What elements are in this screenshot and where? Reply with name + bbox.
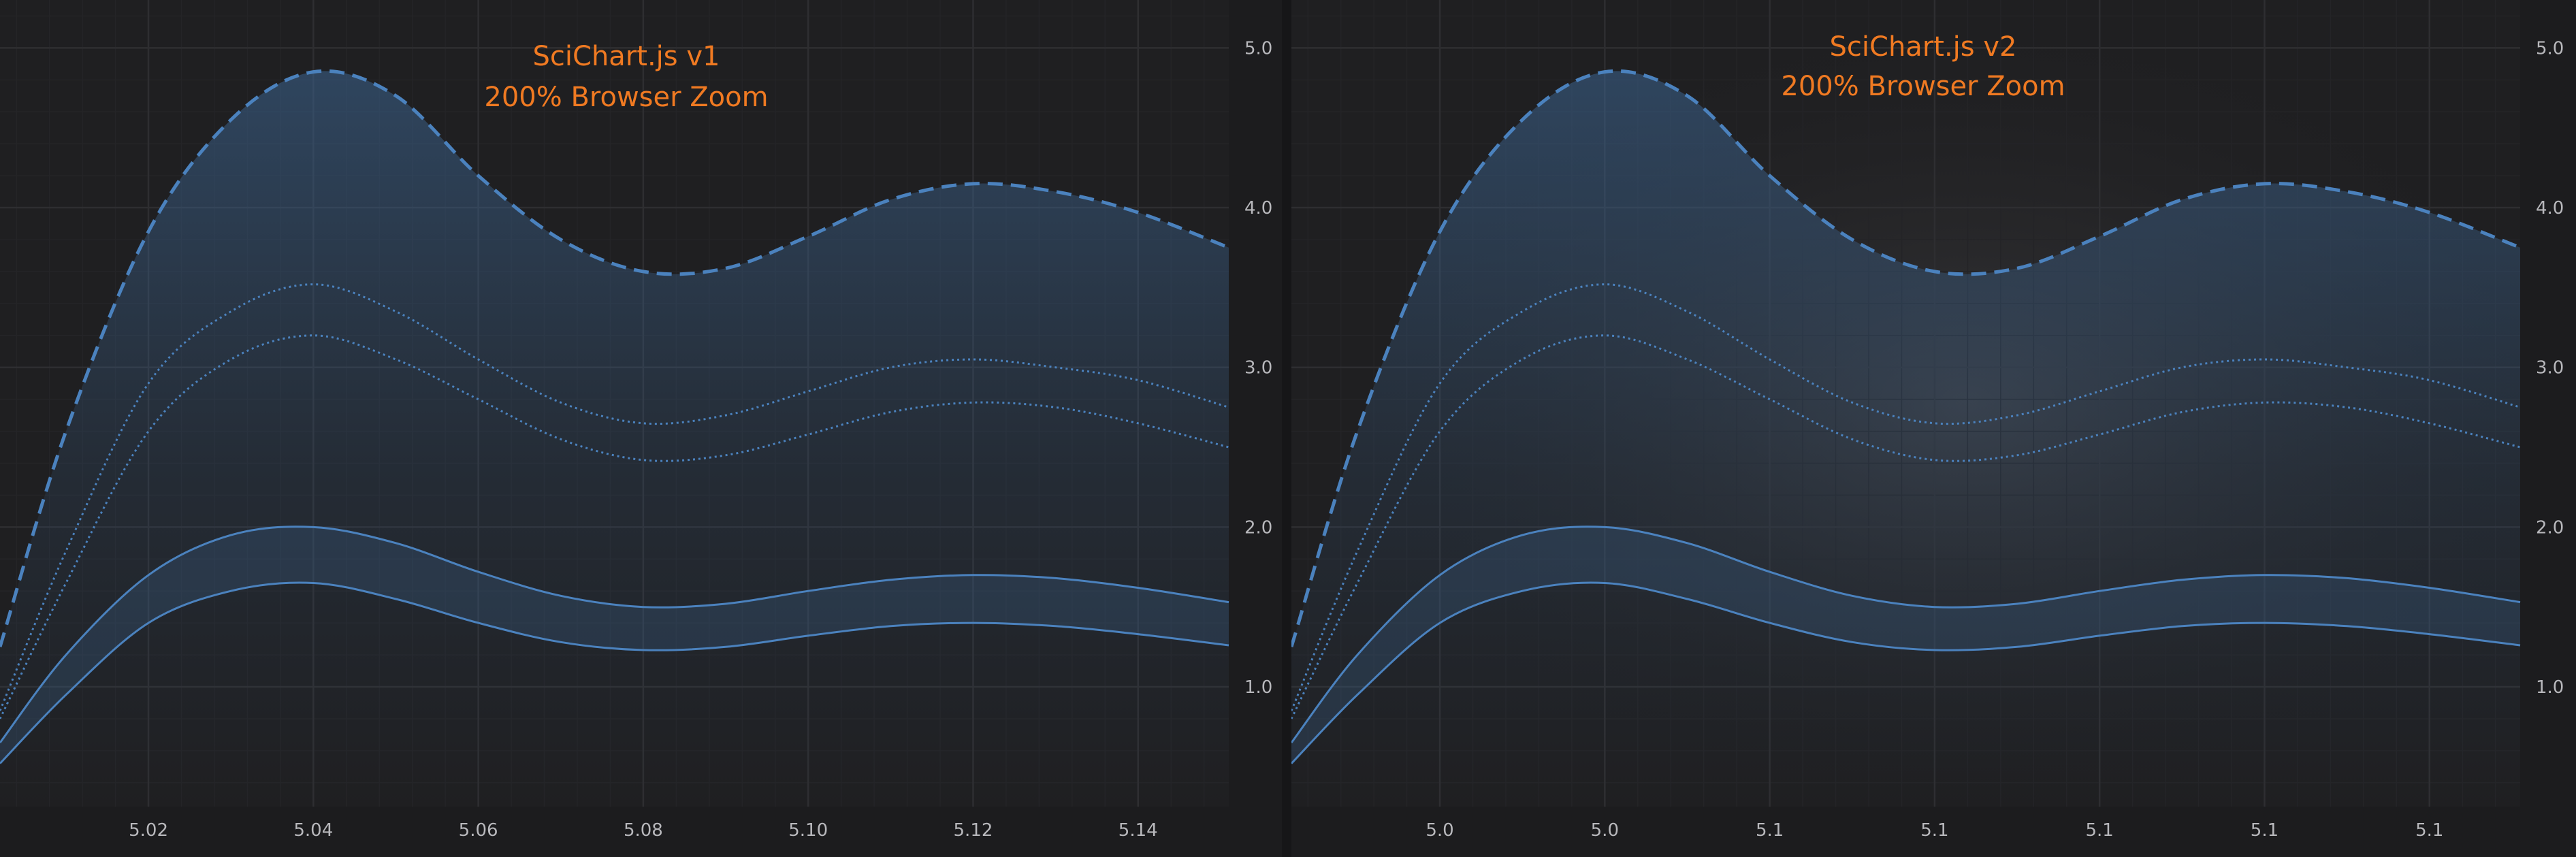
y-tick-label: 5.0 — [2536, 38, 2564, 59]
panel-divider — [1282, 0, 1291, 857]
mountain-fill — [0, 71, 1229, 807]
series-line-dashed — [1291, 69, 2521, 648]
band-fill — [1291, 526, 2520, 764]
series-line-dashed — [0, 69, 1229, 648]
y-tick-label: 3.0 — [2536, 358, 2564, 378]
x-tick-label: 5.02 — [129, 820, 168, 841]
chart-title-line: 200% Browser Zoom — [1781, 71, 2065, 102]
x-tick-label: 5.1 — [2251, 820, 2279, 841]
y-tick-label: 2.0 — [1244, 517, 1272, 538]
chart-title-line: SciChart.js v1 — [533, 41, 720, 72]
y-tick-label: 1.0 — [2536, 677, 2564, 698]
x-tick-label: 5.04 — [293, 820, 333, 841]
chart-panel-v2: 1.0 2.0 3.0 4.0 5.0 5.0 5.0 5.1 5.1 5.1 5.1 5.1 SciC… — [1291, 0, 2576, 857]
x-tick-label: 5.14 — [1118, 820, 1158, 841]
x-tick-label: 5.12 — [954, 820, 993, 841]
x-tick-label: 5.1 — [2086, 820, 2114, 841]
chart-svg-v2: 1.0 2.0 3.0 4.0 5.0 5.0 5.0 5.1 5.1 5.1 5.1 5.1 SciC… — [1291, 0, 2564, 841]
x-tick-label: 5.1 — [2415, 820, 2443, 841]
series-line-dotted — [0, 283, 1229, 711]
series-line-solid — [1291, 525, 2521, 744]
y-tick-label: 5.0 — [1244, 38, 1272, 59]
x-tick-label: 5.06 — [459, 820, 498, 841]
y-tick-label: 4.0 — [2536, 198, 2564, 219]
y-tick-label: 3.0 — [1244, 358, 1272, 378]
series-line-solid — [1291, 581, 2521, 764]
chart-title-line: 200% Browser Zoom — [484, 82, 768, 113]
mountain-fill — [1291, 71, 2520, 807]
series-line-dotted — [0, 334, 1229, 719]
series-line-solid — [0, 525, 1229, 744]
chart-title-line: SciChart.js v2 — [1830, 31, 2017, 63]
band-fill — [0, 526, 1229, 764]
series-line-dotted — [1291, 334, 2521, 719]
chart-panel-v1: 1.0 2.0 3.0 4.0 5.0 5.02 5.04 5.06 5.08 5.10 5.12 5… — [0, 0, 1282, 857]
x-tick-label: 5.0 — [1426, 820, 1453, 841]
x-tick-label: 5.08 — [624, 820, 663, 841]
x-tick-label: 5.0 — [1591, 820, 1619, 841]
series-line-dotted — [1291, 283, 2521, 711]
x-tick-label: 5.1 — [1920, 820, 1948, 841]
x-tick-label: 5.10 — [788, 820, 828, 841]
series-line-solid — [0, 581, 1229, 764]
y-tick-label: 1.0 — [1244, 677, 1272, 698]
chart-svg-v1: 1.0 2.0 3.0 4.0 5.0 5.02 5.04 5.06 5.08 5.10 5.12 5… — [0, 0, 1272, 841]
y-tick-label: 2.0 — [2536, 517, 2564, 538]
x-tick-label: 5.1 — [1756, 820, 1784, 841]
y-tick-label: 4.0 — [1244, 198, 1272, 219]
